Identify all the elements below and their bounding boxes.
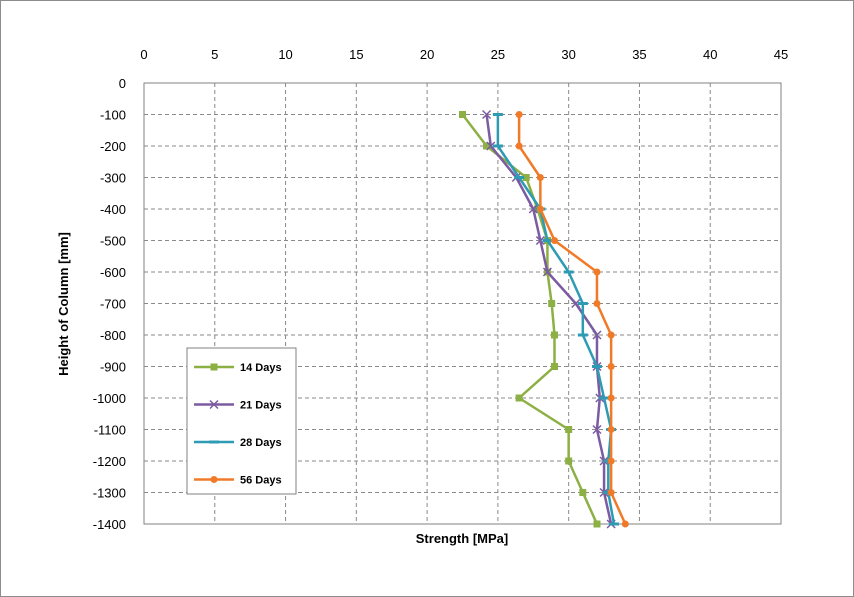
x-axis-title: Strength [MPa] — [416, 531, 508, 546]
data-point-marker — [607, 331, 615, 339]
data-point-marker — [593, 300, 601, 307]
data-point-marker — [210, 476, 218, 483]
x-tick-label: 5 — [211, 47, 218, 62]
legend-label: 14 Days — [240, 362, 282, 374]
series-14-days — [459, 111, 601, 528]
y-tick-label: -100 — [100, 108, 126, 123]
y-tick-label: -1100 — [94, 423, 126, 438]
data-point-marker — [607, 457, 615, 465]
data-point-marker — [210, 363, 218, 371]
y-tick-label: -700 — [100, 297, 126, 312]
data-point-marker — [209, 399, 219, 410]
y-tick-label: -1400 — [93, 517, 126, 532]
data-point-marker — [483, 142, 491, 150]
series-line — [461, 113, 599, 525]
data-point-marker — [607, 489, 615, 496]
data-point-marker — [593, 520, 601, 528]
y-tick-label: -1300 — [93, 486, 126, 501]
data-point-marker — [607, 363, 615, 370]
data-point-marker — [515, 111, 523, 118]
legend-item: 14 Days — [194, 362, 282, 374]
y-tick-label: -900 — [100, 360, 126, 375]
data-point-marker — [551, 331, 559, 339]
y-tick-label: -500 — [100, 234, 126, 249]
x-tick-label: 15 — [349, 47, 363, 62]
data-point-marker — [571, 298, 581, 309]
x-tick-label: 0 — [140, 47, 147, 62]
legend-box — [186, 347, 297, 495]
data-point-marker — [607, 394, 615, 402]
data-point-marker — [593, 268, 601, 276]
legend-label: 56 Days — [240, 475, 282, 487]
data-point-marker — [551, 237, 559, 244]
legend-label: 28 Days — [240, 437, 282, 449]
series-group — [459, 109, 629, 529]
y-tick-label: -800 — [100, 328, 126, 343]
series-56-days — [515, 111, 629, 528]
y-tick-label: -300 — [100, 171, 126, 186]
data-point-marker — [482, 109, 492, 120]
x-tick-label: 35 — [632, 47, 646, 62]
legend-item: 56 Days — [194, 475, 282, 487]
legend-item: 28 Days — [194, 437, 282, 449]
data-point-marker — [592, 424, 602, 435]
series-line — [517, 114, 627, 525]
legend-label: 21 Days — [240, 400, 282, 412]
legend: 14 Days 21 Days 28 Days 56 Days — [186, 347, 297, 495]
data-point-marker — [528, 204, 538, 214]
y-tick-label: -1200 — [93, 454, 126, 469]
x-tick-label: 25 — [491, 47, 505, 62]
data-point-marker — [565, 426, 573, 433]
x-tick-label: 45 — [774, 47, 788, 62]
data-point-marker — [621, 520, 629, 528]
data-point-marker — [515, 142, 523, 150]
data-point-marker — [548, 300, 556, 307]
data-point-marker — [515, 394, 523, 402]
data-point-marker — [486, 141, 496, 151]
data-point-marker — [551, 363, 559, 370]
series-line — [485, 114, 613, 525]
data-point-marker — [542, 267, 552, 277]
y-tick-label: -1000 — [93, 391, 126, 406]
data-point-marker — [535, 235, 545, 246]
series-line — [496, 114, 616, 525]
y-tick-label: -200 — [100, 139, 126, 154]
data-point-marker — [459, 111, 466, 118]
y-axis-ticks: 0 -100 -200 -300 -400 -500 -600 -700 -800 -900 -10… — [93, 76, 126, 532]
legend-item: 21 Days — [194, 400, 282, 412]
y-tick-label: -600 — [100, 265, 126, 280]
x-tick-label: 10 — [278, 47, 292, 62]
x-tick-label: 40 — [703, 47, 717, 62]
y-tick-label: -400 — [100, 202, 126, 217]
data-point-marker — [565, 457, 573, 465]
data-point-marker — [522, 174, 530, 181]
y-axis-title: Height of Column [mm] — [56, 232, 71, 376]
x-tick-label: 20 — [420, 47, 434, 62]
x-tick-label: 30 — [561, 47, 575, 62]
data-point-marker — [579, 489, 587, 496]
data-point-marker — [536, 205, 544, 213]
data-point-marker — [592, 330, 602, 340]
data-point-marker — [607, 426, 615, 433]
x-axis-ticks: 0 5 10 15 20 25 30 35 40 45 — [140, 47, 788, 62]
data-point-marker — [536, 174, 544, 181]
y-tick-label: 0 — [119, 76, 126, 91]
